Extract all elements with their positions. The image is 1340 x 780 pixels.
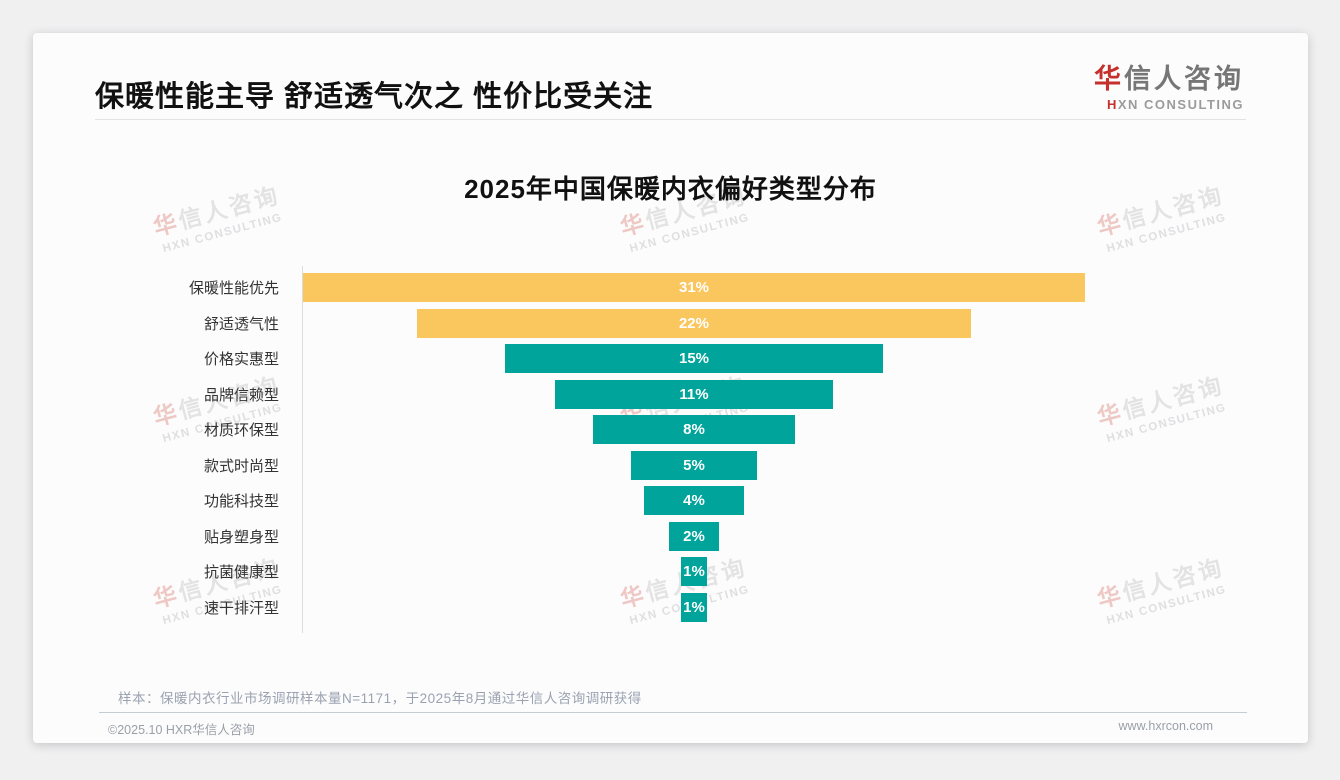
chart-row: 材质环保型 8% xyxy=(33,412,1308,448)
chart-row: 速干排汗型 1% xyxy=(33,590,1308,626)
category-label: 材质环保型 xyxy=(203,422,279,440)
brand-logo-en: HXN CONSULTING xyxy=(1094,97,1244,112)
brand-logo-cn-rest: 信人咨询 xyxy=(1124,64,1244,94)
bar-zone: 1% xyxy=(303,592,1085,622)
category-label: 价格实惠型 xyxy=(203,351,279,369)
brand-logo-en-accent: H xyxy=(1106,97,1118,112)
chart-title: 2025年中国保暖内衣偏好类型分布 xyxy=(464,174,877,204)
bar: 1% xyxy=(681,557,707,587)
bar-zone: 22% xyxy=(303,308,1085,338)
chart-row: 款式时尚型 5% xyxy=(33,448,1308,484)
footer-copyright: ©2025.10 HXR华信人咨询 xyxy=(108,723,255,737)
chart-row: 抗菌健康型 1% xyxy=(33,554,1308,590)
watermark-en: HXN CONSULTING xyxy=(161,211,284,256)
bar-zone: 5% xyxy=(303,450,1085,480)
brand-logo: 华信人咨询 HXN CONSULTING xyxy=(1094,57,1244,112)
chart-row: 价格实惠型 15% xyxy=(33,341,1308,377)
category-label: 款式时尚型 xyxy=(203,457,279,475)
bar-value-label: 1% xyxy=(683,598,705,616)
bar: 22% xyxy=(416,308,972,338)
bar-value-label: 5% xyxy=(683,456,705,474)
footer-website: www.hxrcon.com xyxy=(1118,719,1213,733)
bar-value-label: 11% xyxy=(679,385,709,403)
bar-value-label: 2% xyxy=(683,527,705,545)
header-divider xyxy=(95,119,1246,120)
brand-logo-cn-accent: 华 xyxy=(1094,64,1124,94)
footer: ©2025.10 HXR华信人咨询 www.hxrcon.com xyxy=(108,719,1213,738)
category-label: 功能科技型 xyxy=(203,493,279,511)
watermark-en: HXN CONSULTING xyxy=(628,211,751,256)
bar-value-label: 15% xyxy=(678,350,710,368)
bar-value-label: 4% xyxy=(683,492,705,510)
chart-row: 舒适透气性 22% xyxy=(33,306,1308,342)
category-label: 品牌信赖型 xyxy=(203,386,279,404)
bar-zone: 31% xyxy=(303,273,1085,303)
chart-row: 品牌信赖型 11% xyxy=(33,377,1308,413)
bar: 8% xyxy=(593,415,795,445)
bar: 4% xyxy=(643,486,745,516)
chart-row: 功能科技型 4% xyxy=(33,483,1308,519)
chart-row: 贴身塑身型 2% xyxy=(33,519,1308,555)
bar-zone: 15% xyxy=(303,344,1085,374)
category-label: 贴身塑身型 xyxy=(203,528,279,546)
bar: 5% xyxy=(630,450,758,480)
category-label: 保暖性能优先 xyxy=(188,280,279,298)
category-label: 速干排汗型 xyxy=(203,599,279,617)
brand-logo-en-rest: XN CONSULTING xyxy=(1117,97,1244,112)
watermark-en: HXN CONSULTING xyxy=(1105,211,1228,256)
bar-zone: 8% xyxy=(303,415,1085,445)
bar: 11% xyxy=(555,379,833,409)
category-label: 舒适透气性 xyxy=(203,315,279,333)
bar-zone: 11% xyxy=(303,379,1085,409)
bar-zone: 4% xyxy=(303,486,1085,516)
bar: 1% xyxy=(681,592,707,622)
sample-note: 样本：保暖内衣行业市场调研样本量N=1171，于2025年8月通过华信人咨询调研… xyxy=(118,691,642,706)
bar-value-label: 1% xyxy=(683,563,705,581)
category-label: 抗菌健康型 xyxy=(203,564,279,582)
bar: 31% xyxy=(303,273,1085,303)
brand-logo-cn: 华信人咨询 xyxy=(1094,57,1244,96)
report-card: 华信人咨询 HXN CONSULTING 华信人咨询 HXN CONSULTING 华信… xyxy=(33,33,1308,743)
page-title: 保暖性能主导 舒适透气次之 性价比受关注 xyxy=(95,81,654,113)
funnel-bar-chart: 保暖性能优先 31% 舒适透气性 22% 价格实惠型 15% 品牌信赖型 11% 材质环保型 8%… xyxy=(33,266,1308,633)
chart-row: 保暖性能优先 31% xyxy=(33,270,1308,306)
bar-zone: 1% xyxy=(303,557,1085,587)
bar: 2% xyxy=(668,521,720,551)
footer-divider xyxy=(99,712,1247,713)
bar: 15% xyxy=(504,344,884,374)
bar-value-label: 31% xyxy=(678,279,710,297)
bar-zone: 2% xyxy=(303,521,1085,551)
bar-value-label: 8% xyxy=(683,421,705,439)
bar-value-label: 22% xyxy=(678,314,709,332)
